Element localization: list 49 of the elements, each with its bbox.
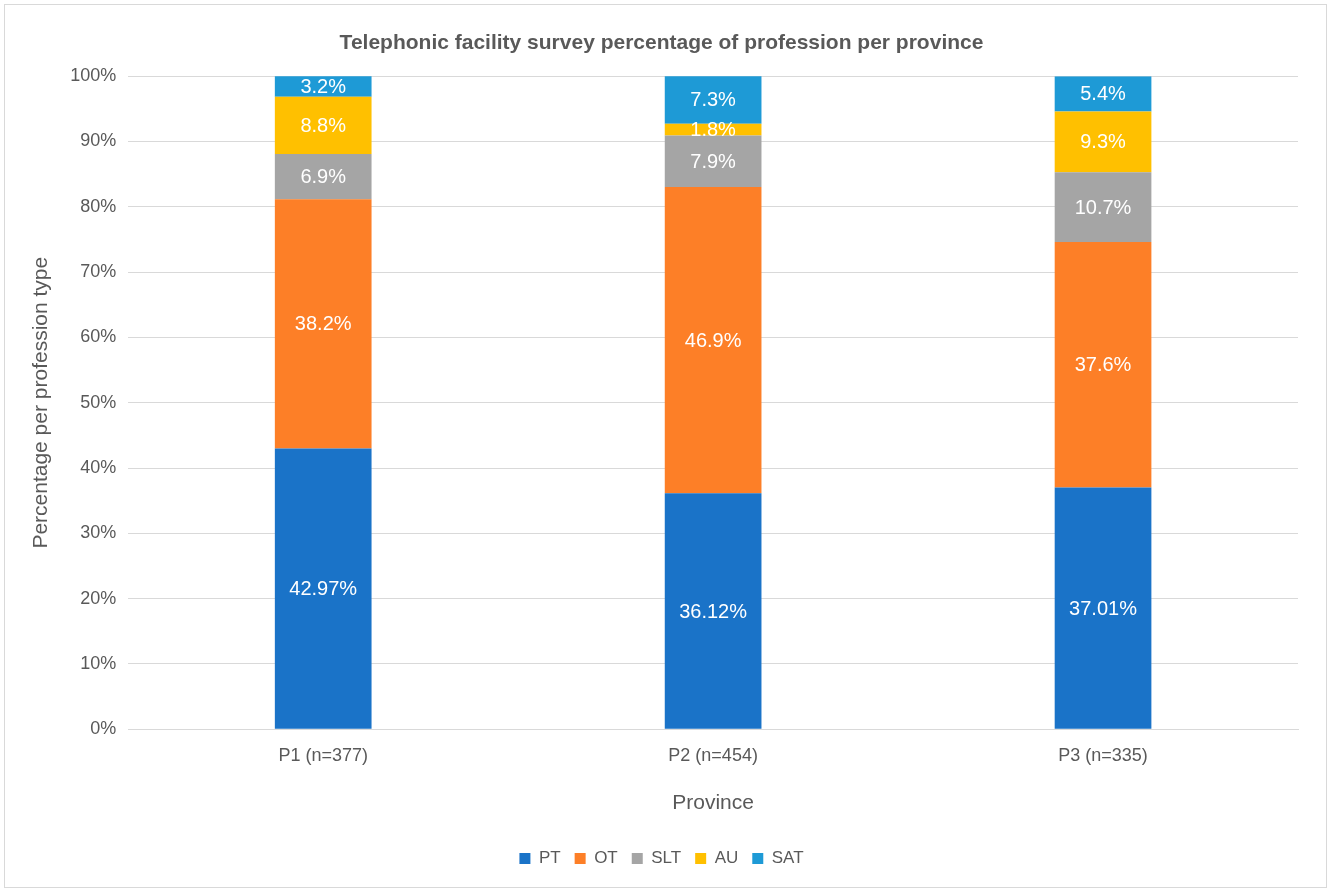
x-tick-label: P3 (n=335): [1058, 744, 1148, 765]
bar: [274, 154, 372, 200]
y-tick-label: 30%: [80, 522, 117, 543]
y-tick-label: 70%: [80, 261, 117, 282]
bar: [274, 199, 372, 449]
y-tick-label: 80%: [80, 195, 117, 216]
bar: [664, 135, 762, 188]
bar: [1054, 111, 1152, 173]
bar: [664, 493, 762, 729]
bar: [664, 187, 762, 494]
data-label: 6.9%: [300, 165, 347, 188]
data-label: 10.7%: [1074, 195, 1132, 218]
data-label: 7.3%: [690, 88, 737, 111]
x-tick-label: P1 (n=377): [278, 744, 368, 765]
data-label: 7.9%: [690, 149, 737, 172]
y-axis-title: Percentage per profession type: [28, 256, 52, 549]
data-label: 8.8%: [300, 113, 347, 136]
data-label: 37.6%: [1074, 353, 1132, 376]
x-axis-title: Province: [672, 790, 754, 814]
legend-label: AU: [714, 848, 739, 868]
bar: [1054, 172, 1152, 242]
data-label: 1.8%: [690, 118, 737, 141]
data-label: 37.01%: [1069, 596, 1138, 619]
y-tick-label: 50%: [80, 391, 117, 412]
legend-label: SAT: [771, 848, 804, 868]
legend-label: PT: [538, 848, 561, 868]
y-tick-label: 100%: [70, 65, 117, 86]
data-label: 38.2%: [294, 312, 352, 335]
y-tick-label: 10%: [80, 652, 117, 673]
chart-title: Telephonic facility survey percentage of profession per province: [339, 30, 984, 54]
bar: [664, 76, 762, 124]
legend-label: OT: [594, 848, 618, 868]
y-tick-label: 90%: [80, 130, 117, 151]
legend-label: SLT: [651, 848, 682, 868]
data-label: 36.12%: [679, 599, 748, 622]
data-label: 9.3%: [1080, 130, 1127, 153]
bar: [274, 96, 372, 155]
bar: [1054, 242, 1152, 488]
bar: [1054, 487, 1152, 729]
data-label: 3.2%: [300, 74, 347, 97]
y-tick-label: 0%: [90, 718, 117, 739]
bar: [274, 448, 372, 729]
y-tick-label: 40%: [80, 456, 117, 477]
y-tick-label: 20%: [80, 587, 117, 608]
data-label: 46.9%: [684, 328, 742, 351]
data-label: 42.97%: [289, 577, 358, 600]
x-tick-label: P2 (n=454): [668, 744, 758, 765]
data-label: 5.4%: [1080, 82, 1127, 105]
y-tick-label: 60%: [80, 326, 117, 347]
